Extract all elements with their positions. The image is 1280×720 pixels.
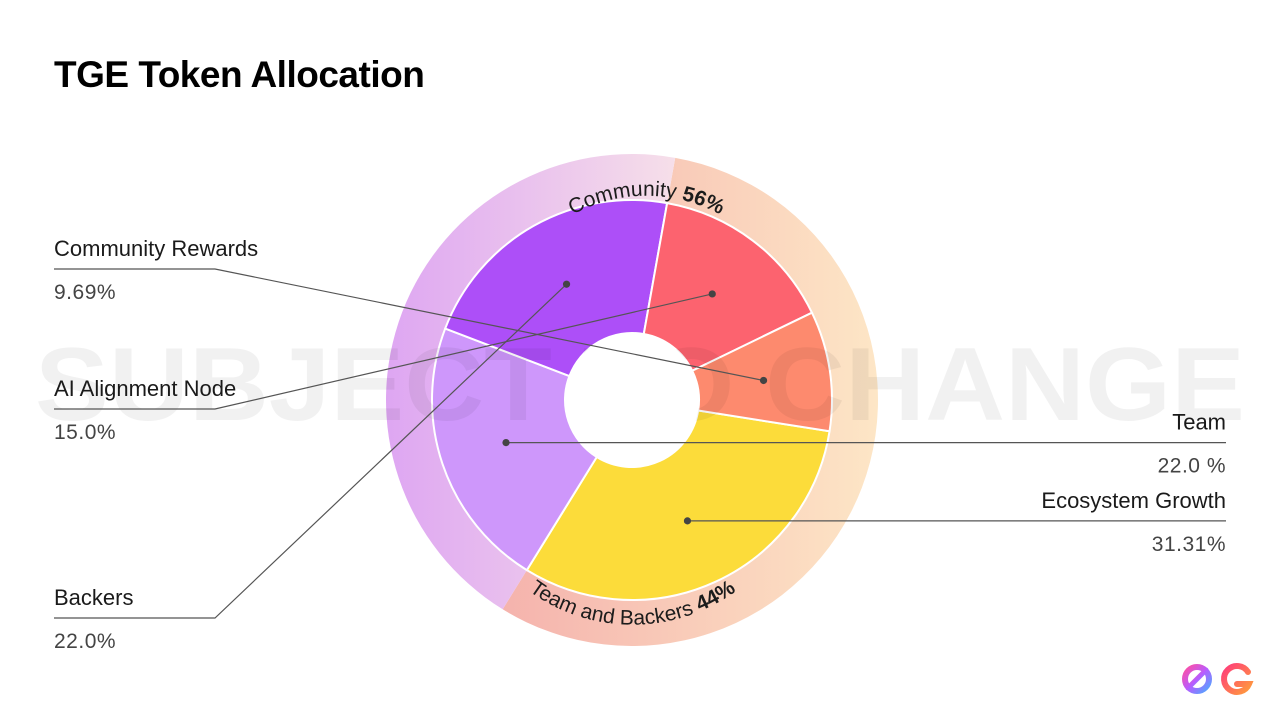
label-community-rewards-value: 9.69% bbox=[54, 281, 116, 304]
label-ecosystem-growth-name: Ecosystem Growth bbox=[1041, 488, 1226, 513]
slice-ecosystem-growth bbox=[525, 409, 831, 601]
leader-dot-team bbox=[502, 439, 510, 447]
donut-hole bbox=[565, 333, 699, 467]
leader-line-backers bbox=[54, 283, 567, 619]
label-ecosystem-growth-value: 31.31% bbox=[1152, 533, 1226, 556]
slice-labels: Ecosystem Growth 31.31% Team 22.0 % Backers 2… bbox=[54, 236, 1226, 653]
page-title: TGE Token Allocation bbox=[54, 54, 424, 95]
label-team-value: 22.0 % bbox=[1158, 455, 1226, 478]
leader-dot-ai-alignment-node bbox=[708, 290, 716, 298]
label-ai-alignment-node-name: AI Alignment Node bbox=[54, 376, 236, 401]
label-backers-name: Backers bbox=[54, 585, 133, 610]
allocation-slices bbox=[431, 199, 833, 601]
leader-line-community-rewards bbox=[54, 268, 764, 382]
leader-lines bbox=[54, 268, 1226, 619]
label-community-rewards-name: Community Rewards bbox=[54, 236, 258, 261]
leader-dot-community-rewards bbox=[759, 376, 768, 385]
label-ai-alignment-node-value: 15.0% bbox=[54, 421, 116, 444]
leader-dot-ecosystem-growth bbox=[683, 517, 692, 525]
leader-line-ai-alignment-node bbox=[54, 293, 713, 410]
label-backers-value: 22.0% bbox=[54, 630, 116, 653]
leader-dot-backers bbox=[562, 280, 571, 288]
logo: 0G bbox=[1182, 663, 1254, 695]
label-team-name: Team bbox=[1172, 410, 1226, 435]
